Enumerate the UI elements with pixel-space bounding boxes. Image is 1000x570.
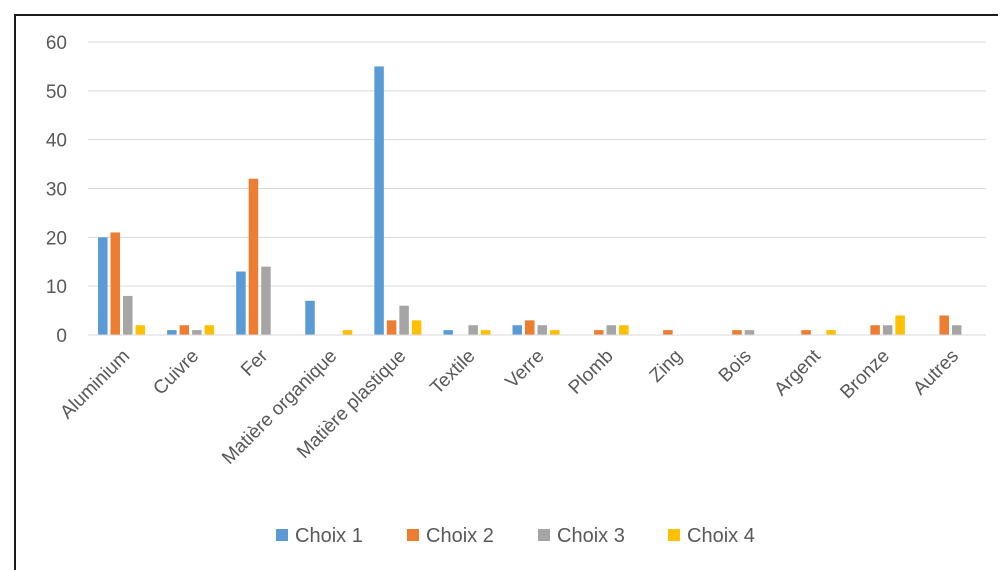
- bar-choix-2: [179, 325, 190, 335]
- chart-frame: [14, 14, 998, 570]
- y-tick-label: 0: [56, 326, 67, 347]
- bar-choix-3: [468, 325, 478, 335]
- bar-choix-1: [236, 271, 246, 335]
- bar-choix-3: [882, 325, 893, 335]
- category-label: Cuivre: [149, 346, 203, 400]
- bar-choix-4: [411, 320, 422, 335]
- bar-choix-4: [342, 330, 353, 335]
- category-label: Verre: [502, 346, 549, 393]
- bars: [98, 66, 962, 336]
- category-label: Zing: [646, 346, 687, 387]
- category-label: Aluminium: [57, 346, 135, 424]
- legend-swatch: [276, 529, 288, 541]
- bar-choix-1: [305, 300, 315, 335]
- bar-choix-4: [619, 325, 629, 335]
- bar-choix-1: [167, 330, 177, 335]
- bar-choix-1: [374, 66, 384, 336]
- bar-choix-4: [204, 325, 215, 335]
- bar-choix-3: [606, 325, 617, 335]
- bar-choix-4: [135, 325, 146, 335]
- category-label: Argent: [770, 345, 825, 400]
- bar-choix-4: [480, 330, 491, 335]
- bar-choix-2: [663, 330, 673, 335]
- bar-choix-3: [399, 305, 409, 335]
- bar-choix-1: [512, 325, 522, 335]
- category-label: Plomb: [565, 346, 618, 399]
- bar-choix-2: [594, 330, 604, 335]
- bar-choix-2: [939, 315, 949, 335]
- bar-choix-1: [98, 237, 108, 335]
- y-tick-label: 30: [46, 180, 67, 201]
- category-label: Matière organique: [218, 346, 341, 469]
- legend-label: Choix 2: [426, 525, 494, 547]
- bar-choix-2: [386, 320, 397, 335]
- legend-label: Choix 3: [557, 525, 625, 547]
- bar-choix-2: [525, 320, 535, 335]
- category-label: Bois: [715, 346, 756, 387]
- legend-swatch: [668, 529, 680, 541]
- y-tick-label: 60: [46, 33, 67, 54]
- bar-choix-2: [801, 330, 811, 335]
- legend: Choix 1 Choix 2 Choix 3 Choix 4: [276, 525, 755, 547]
- y-tick-label: 50: [46, 82, 67, 103]
- bar-choix-3: [744, 330, 755, 335]
- bar-choix-3: [192, 330, 202, 335]
- y-tick-label: 40: [46, 131, 67, 152]
- bar-choix-3: [123, 295, 133, 335]
- bar-choix-4: [550, 330, 560, 335]
- category-label: Autres: [909, 346, 963, 400]
- y-tick-label: 20: [46, 228, 67, 249]
- y-tick-label: 10: [46, 277, 67, 298]
- category-label: Textile: [427, 346, 480, 399]
- legend-swatch: [538, 529, 550, 541]
- legend-swatch: [407, 529, 419, 541]
- bar-choix-3: [951, 325, 962, 335]
- bar-choix-2: [870, 325, 880, 335]
- gridlines: [88, 41, 986, 336]
- bar-choix-4: [895, 315, 905, 335]
- category-label: Fer: [237, 345, 272, 380]
- bar-choix-1: [443, 330, 453, 335]
- y-axis-ticks: 0 10 20 30 40 50 60: [46, 33, 67, 347]
- bar-choix-3: [261, 266, 271, 335]
- legend-label: Choix 4: [687, 525, 755, 547]
- bar-choix-2: [732, 330, 742, 335]
- legend-label: Choix 1: [295, 525, 363, 547]
- bar-choix-2: [248, 178, 259, 335]
- bar-choix-4: [826, 330, 836, 335]
- bar-choix-3: [537, 325, 547, 335]
- category-label: Bronze: [837, 346, 894, 403]
- bar-choix-2: [110, 232, 121, 335]
